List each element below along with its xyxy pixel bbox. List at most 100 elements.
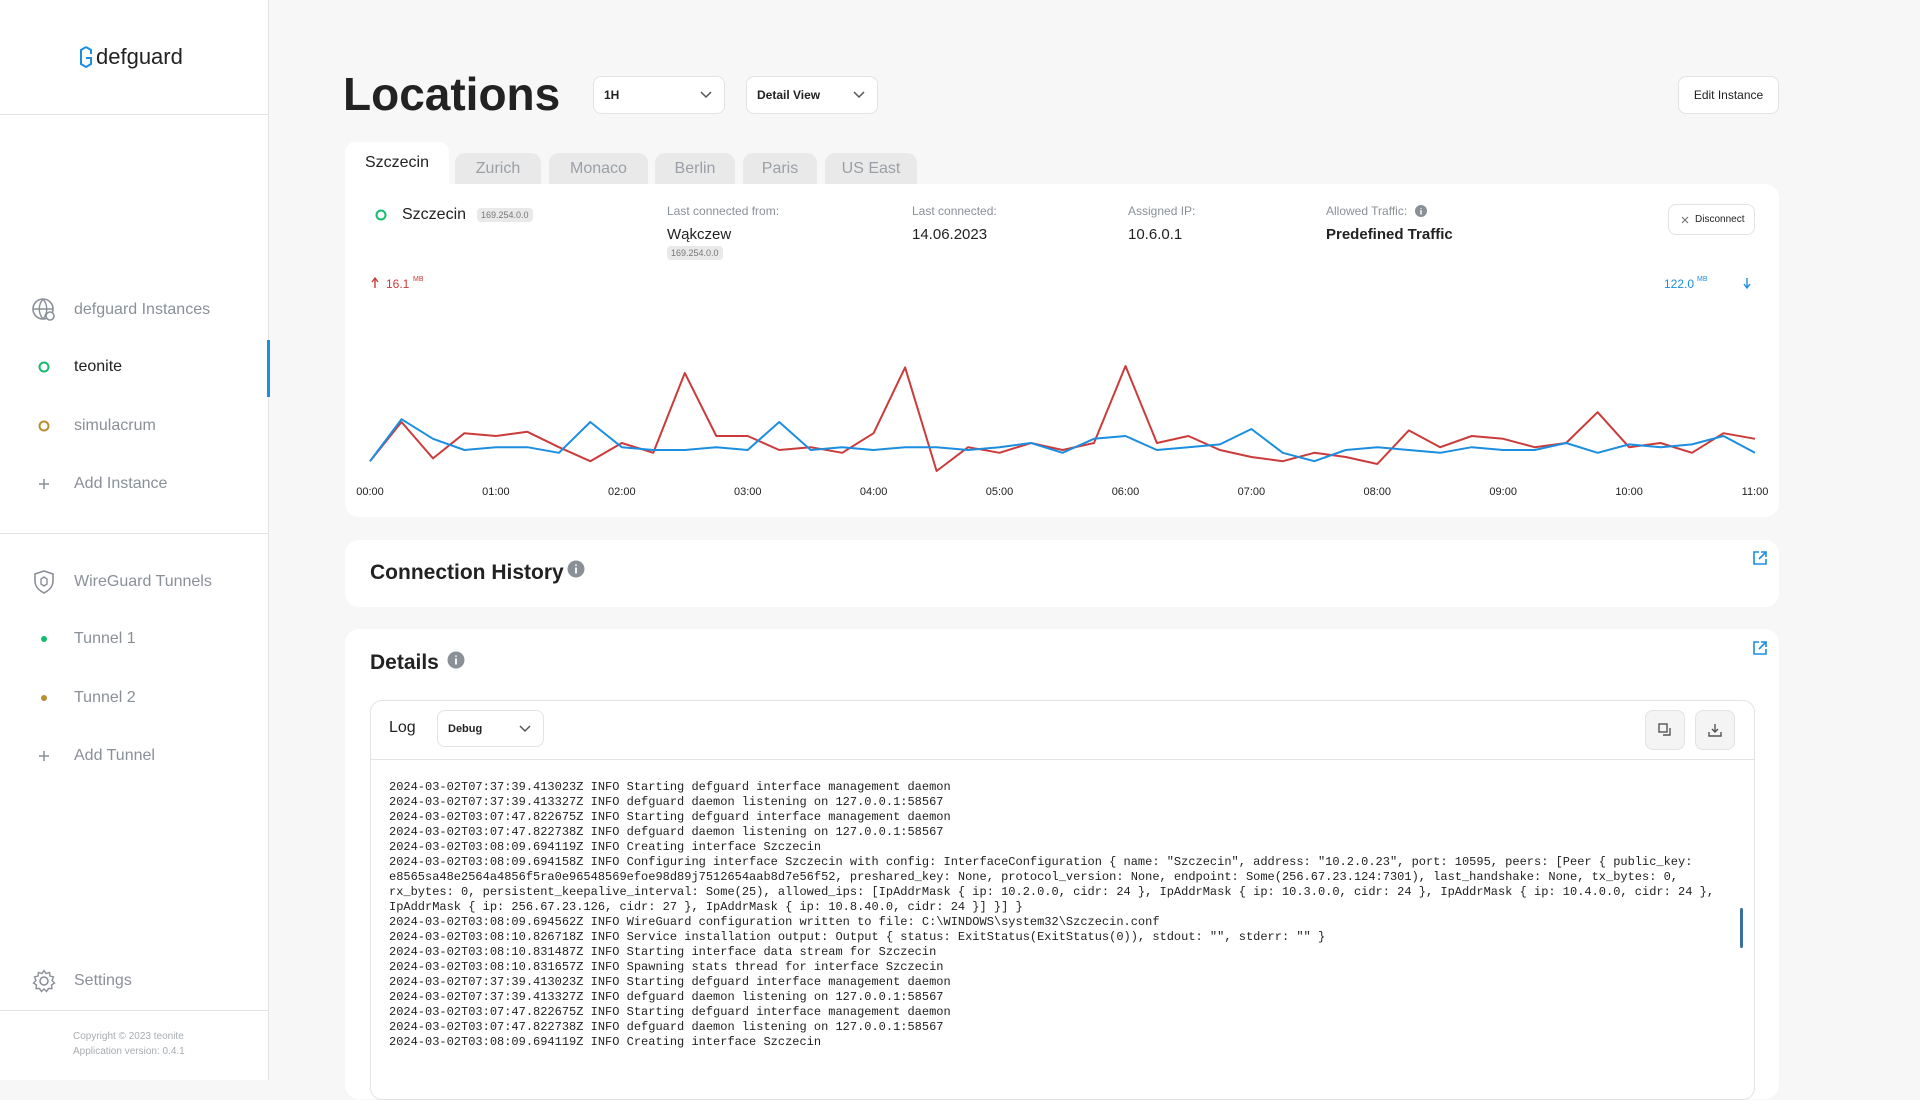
- connection-history-card: [345, 540, 1779, 607]
- log-line: 2024-03-02T03:07:47.822675Z INFO Startin…: [389, 1005, 951, 1019]
- x-tick-label: 11:00: [1742, 486, 1769, 498]
- sidebar: defguard defguard Instances teonite simu…: [0, 0, 270, 1080]
- section-title: Connection History: [370, 561, 564, 584]
- x-tick-label: 01:00: [482, 486, 510, 498]
- ip-badge: 169.254.0.0: [667, 246, 723, 260]
- copy-icon: [1658, 723, 1671, 736]
- copyright: Copyright © 2023 teonite: [73, 1031, 184, 1042]
- info-icon[interactable]: [567, 560, 585, 578]
- field-value: Predefined Traffic: [1326, 226, 1453, 243]
- status-dot: [41, 695, 47, 701]
- x-tick-label: 03:00: [734, 486, 762, 498]
- log-line: 2024-03-02T03:07:47.822738Z INFO defguar…: [389, 825, 944, 839]
- nav-item[interactable]: Settings: [74, 972, 132, 989]
- field-value: 10.6.0.1: [1128, 226, 1183, 243]
- status-dot: [38, 420, 50, 432]
- divider: [0, 114, 268, 115]
- log-line: 2024-03-02T03:08:09.694119Z INFO Creatin…: [389, 840, 822, 854]
- chevron: [519, 724, 531, 732]
- log-output: 2024-03-02T07:37:39.413023Z INFO Startin…: [389, 780, 1739, 1050]
- nav-item[interactable]: simulacrum: [74, 417, 156, 434]
- traffic-line: [369, 418, 1756, 463]
- tab[interactable]: Paris: [743, 153, 817, 184]
- log-line: 2024-03-02T03:07:47.822675Z INFO Startin…: [389, 810, 951, 824]
- upload-unit: MB: [413, 276, 424, 283]
- tab[interactable]: Zurich: [455, 153, 541, 184]
- x-tick-label: 00:00: [356, 486, 384, 498]
- copy-button[interactable]: [1645, 710, 1685, 750]
- nav-item[interactable]: teonite: [74, 358, 123, 375]
- download-button[interactable]: [1695, 710, 1735, 750]
- x-tick-label: 07:00: [1238, 486, 1266, 498]
- view-select[interactable]: Detail View: [746, 76, 878, 114]
- log-line: 2024-03-02T07:37:39.413327Z INFO defguar…: [389, 990, 944, 1004]
- field-label: Last connected from:: [667, 204, 780, 218]
- plus-icon: [39, 479, 49, 489]
- page-title: Locations: [343, 68, 561, 120]
- tab[interactable]: Monaco: [549, 153, 648, 184]
- tab[interactable]: US East: [825, 153, 917, 184]
- status-dot: [375, 209, 387, 221]
- active-indicator: [267, 340, 270, 397]
- x-tick-label: 02:00: [608, 486, 636, 498]
- nav-section-title[interactable]: WireGuard Tunnels: [74, 573, 212, 590]
- nav-item[interactable]: Tunnel 1: [74, 630, 136, 647]
- nav-item[interactable]: Add Tunnel: [74, 747, 155, 764]
- button-label: Edit Instance: [1693, 88, 1764, 102]
- select-value: Debug: [448, 722, 483, 735]
- nav-item[interactable]: Tunnel 2: [74, 689, 136, 706]
- field-value: Wąkczew: [667, 226, 732, 243]
- divider: [371, 759, 1754, 760]
- expand-icon[interactable]: [1753, 551, 1767, 565]
- log-label: Log: [389, 719, 416, 736]
- status-dot: [41, 636, 47, 642]
- button-label: Disconnect: [1695, 214, 1745, 225]
- upload-arrow: [371, 276, 379, 288]
- x-tick-label: 06:00: [1112, 486, 1140, 498]
- upload-total: 16.1: [386, 277, 410, 291]
- download-unit: MB: [1697, 276, 1708, 283]
- field-label: Assigned IP:: [1128, 204, 1196, 218]
- location-name: Szczecin: [402, 206, 467, 223]
- log-line: 2024-03-02T03:08:10.831657Z INFO Spawnin…: [389, 960, 944, 974]
- scrollbar[interactable]: [1740, 908, 1743, 948]
- field-label: Last connected:: [912, 204, 997, 218]
- log-line: 2024-03-02T03:08:10.831487Z INFO Startin…: [389, 945, 937, 959]
- log-panel: [370, 700, 1755, 1100]
- settings-icon: [32, 969, 56, 993]
- info-icon[interactable]: [1415, 205, 1427, 217]
- log-level-select[interactable]: Debug: [437, 710, 544, 747]
- expand-icon[interactable]: [1753, 641, 1767, 655]
- x-tick-label: 04:00: [860, 486, 888, 498]
- nav-item[interactable]: Add Instance: [74, 475, 168, 492]
- log-line: 2024-03-02T03:08:10.826718Z INFO Service…: [389, 930, 1326, 944]
- field-label: Allowed Traffic:: [1326, 204, 1408, 218]
- divider: [0, 1010, 268, 1011]
- tab[interactable]: Berlin: [655, 153, 735, 184]
- nav-section-title[interactable]: defguard Instances: [74, 301, 211, 318]
- download-total: 122.0: [1664, 277, 1694, 291]
- log-line: 2024-03-02T03:08:09.694119Z INFO Creatin…: [389, 1035, 822, 1049]
- traffic-chart: 16.1 MB 122.0 MB 00:00 01:00 02:00 03:00 04:…: [356, 276, 1769, 498]
- traffic-line: [369, 365, 1756, 472]
- log-line: 2024-03-02T07:37:39.413327Z INFO defguar…: [389, 795, 944, 809]
- chevron: [700, 91, 712, 99]
- chevron: [853, 91, 865, 99]
- range-select[interactable]: 1H: [593, 76, 725, 114]
- disconnect-button[interactable]: Disconnect: [1668, 204, 1755, 235]
- select-value: 1H: [604, 88, 620, 102]
- info-icon[interactable]: [447, 651, 465, 669]
- log-line: 2024-03-02T07:37:39.413023Z INFO Startin…: [389, 975, 951, 989]
- app-version: Application version: 0.4.1: [73, 1046, 185, 1057]
- logo-text: defguard: [96, 44, 183, 69]
- plus-icon: [39, 751, 49, 761]
- ip-badge: 169.254.0.0: [477, 208, 533, 222]
- divider: [0, 533, 268, 534]
- field-value: 14.06.2023: [912, 226, 988, 243]
- close-icon: [1681, 216, 1689, 223]
- tab-active[interactable]: Szczecin: [345, 142, 449, 188]
- section-title: Details: [370, 651, 439, 674]
- edit-instance-button[interactable]: Edit Instance: [1678, 76, 1779, 114]
- location-card: [345, 184, 1779, 517]
